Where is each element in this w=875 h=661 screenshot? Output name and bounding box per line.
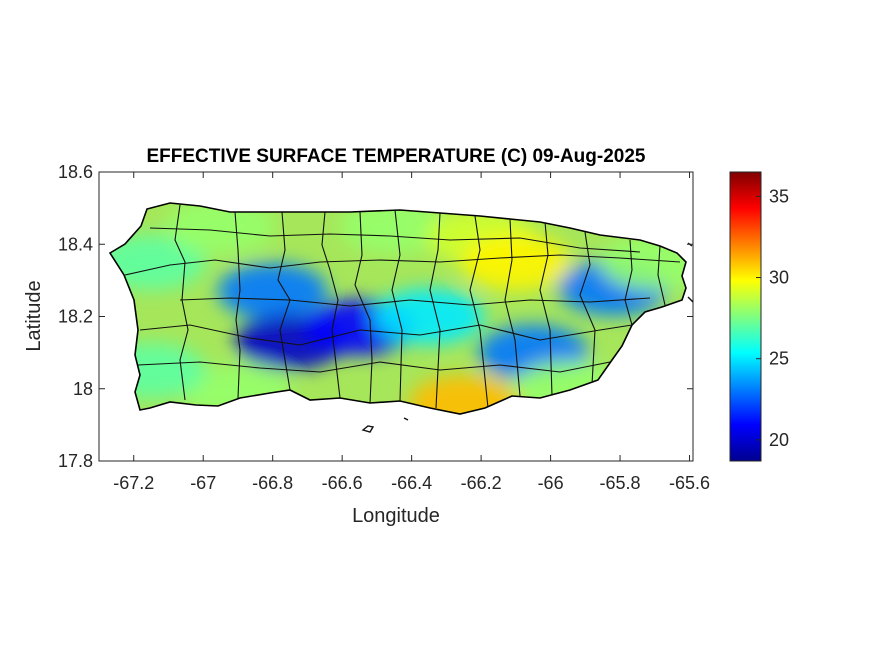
chart-title: EFFECTIVE SURFACE TEMPERATURE (C) 09-Aug… bbox=[147, 146, 646, 167]
colorbar-ticks: 35 30 25 20 bbox=[756, 186, 789, 450]
y-tick-label: 17.8 bbox=[58, 451, 93, 471]
x-tick-label: -65.8 bbox=[600, 473, 641, 493]
x-tick-label: -67.2 bbox=[113, 473, 154, 493]
x-tick-label: -65.6 bbox=[669, 473, 710, 493]
x-tick-label: -66.8 bbox=[252, 473, 293, 493]
municipality-boundaries bbox=[124, 204, 681, 409]
x-tick-label: -67 bbox=[190, 473, 216, 493]
y-axis-ticks: 18.6 18.4 18.2 18 17.8 bbox=[58, 162, 693, 471]
colorbar-tick-label: 25 bbox=[769, 349, 789, 369]
colorbar-tick-label: 35 bbox=[769, 186, 789, 206]
x-tick-label: -66.4 bbox=[391, 473, 432, 493]
heat-region-2 bbox=[217, 263, 328, 320]
y-tick-label: 18.6 bbox=[58, 162, 93, 182]
x-axis-ticks: -67.2 -67 -66.8 -66.6 -66.4 -66.2 -66 -65.8 -65.… bbox=[113, 172, 710, 493]
y-tick-label: 18.4 bbox=[58, 234, 93, 254]
x-tick-label: -66.6 bbox=[322, 473, 363, 493]
island-coastline bbox=[108, 202, 687, 415]
y-axis-label: Latitude bbox=[23, 280, 45, 351]
heat-region-6 bbox=[374, 288, 484, 345]
colorbar-tick-label: 30 bbox=[769, 268, 789, 288]
heat-region-13 bbox=[408, 375, 519, 414]
y-tick-label: 18.2 bbox=[58, 307, 93, 327]
colorbar-tick-label: 20 bbox=[769, 430, 789, 450]
y-tick-label: 18 bbox=[73, 379, 93, 399]
x-tick-label: -66.2 bbox=[461, 473, 502, 493]
colorbar bbox=[729, 171, 762, 462]
x-axis-label: Longitude bbox=[352, 505, 440, 527]
x-tick-label: -66 bbox=[538, 473, 564, 493]
